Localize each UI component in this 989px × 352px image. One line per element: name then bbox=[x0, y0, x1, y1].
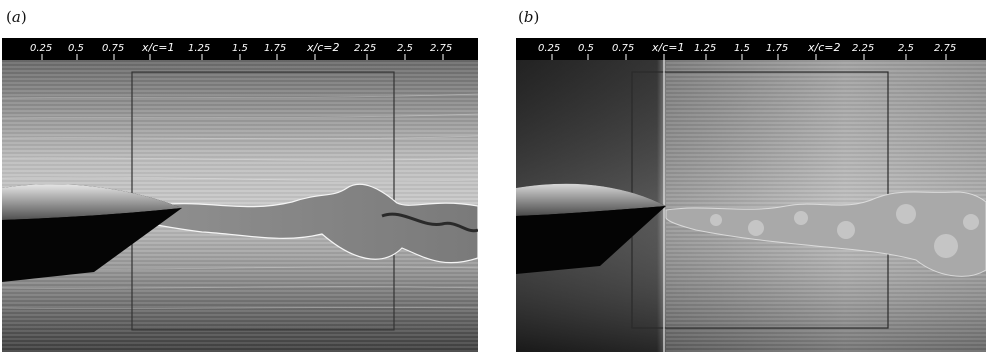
panel-a-image: 0.25 0.5 0.75 x/c=1 1.25 1.5 1.75 x/c=2 … bbox=[2, 38, 478, 352]
scale-label: 1.5 bbox=[232, 43, 248, 54]
scale-label: 0.25 bbox=[538, 43, 560, 54]
scale-label: x/c=1 bbox=[651, 41, 684, 54]
flow-visualization-b: 0.25 0.5 0.75 x/c=1 1.25 1.5 1.75 x/c=2 … bbox=[516, 38, 986, 352]
scale-label: x/c=2 bbox=[807, 41, 840, 54]
scale-label: 2.5 bbox=[397, 43, 413, 54]
scale-label: 2.75 bbox=[934, 43, 956, 54]
scale-label: 2.5 bbox=[898, 43, 914, 54]
flow-visualization-a: 0.25 0.5 0.75 x/c=1 1.25 1.5 1.75 x/c=2 … bbox=[2, 38, 478, 352]
panel-b-label: (b) bbox=[518, 8, 540, 26]
scale-label: 1.75 bbox=[766, 43, 788, 54]
scale-label: 2.25 bbox=[852, 43, 874, 54]
scale-label: 2.25 bbox=[354, 43, 376, 54]
scale-label: 0.5 bbox=[578, 43, 594, 54]
panel-a-label: (a) bbox=[6, 8, 27, 26]
panel-b-image: 0.25 0.5 0.75 x/c=1 1.25 1.5 1.75 x/c=2 … bbox=[516, 38, 986, 352]
scale-label: 0.75 bbox=[102, 43, 124, 54]
scale-label: x/c=1 bbox=[141, 41, 174, 54]
scale-ticks-a bbox=[41, 54, 444, 60]
scale-label: 0.5 bbox=[68, 43, 84, 54]
scale-label: 1.25 bbox=[188, 43, 210, 54]
scale-label: 0.75 bbox=[612, 43, 634, 54]
scale-label: x/c=2 bbox=[306, 41, 339, 54]
scale-label: 1.25 bbox=[694, 43, 716, 54]
scale-label: 0.25 bbox=[30, 43, 52, 54]
scale-label: 2.75 bbox=[430, 43, 452, 54]
scale-ticks-b bbox=[551, 54, 947, 60]
scale-label: 1.75 bbox=[264, 43, 286, 54]
scale-label: 1.5 bbox=[734, 43, 750, 54]
